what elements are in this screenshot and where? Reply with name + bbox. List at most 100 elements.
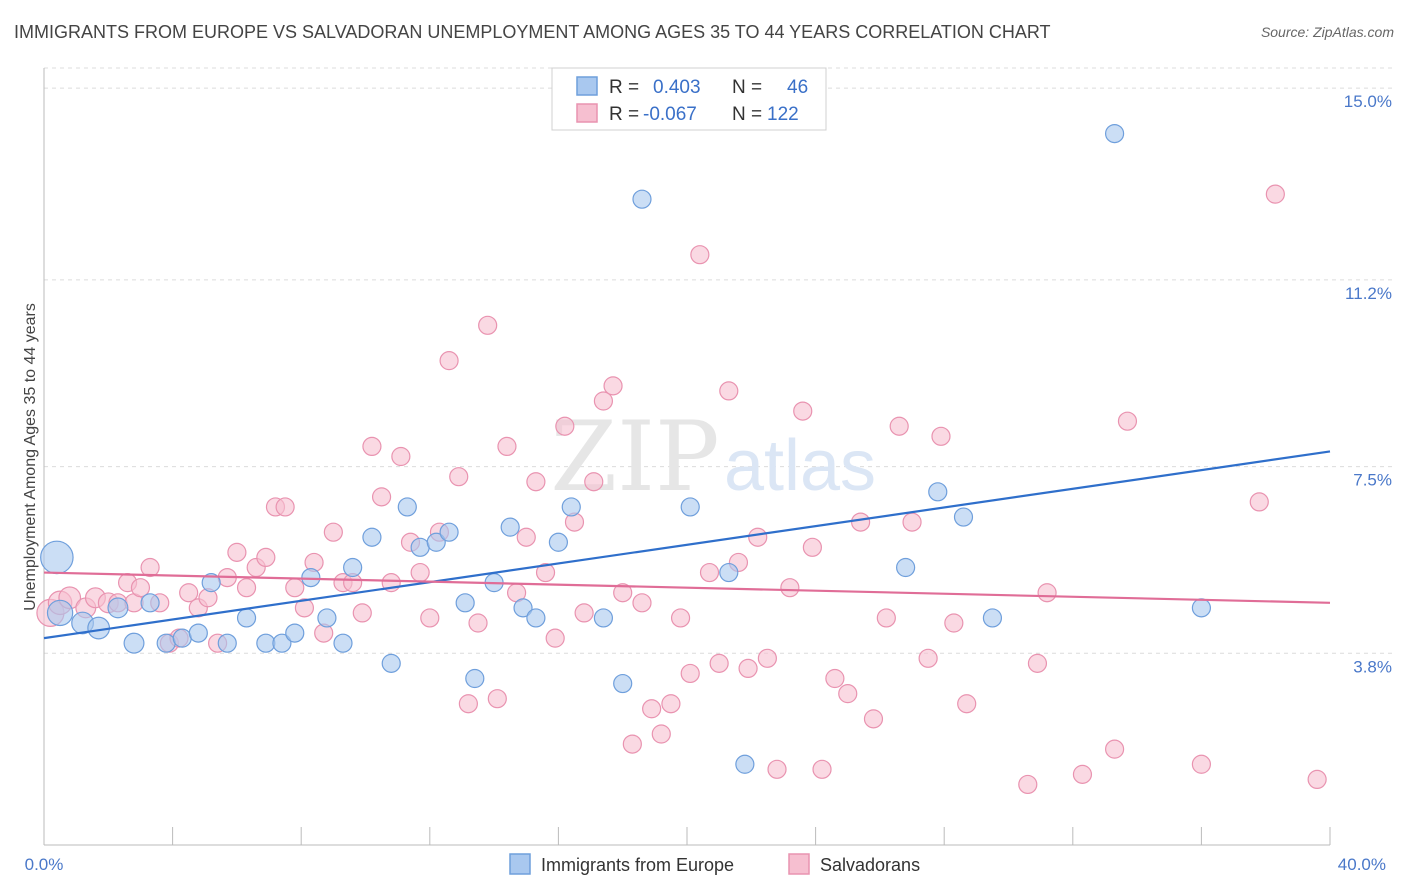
legend-swatch-immigrants-europe — [509, 853, 531, 875]
data-point-pink — [478, 315, 498, 335]
data-point-blue — [317, 608, 337, 628]
source-credit: Source: ZipAtlas.com — [1260, 24, 1394, 40]
y-tick-label: 15.0% — [1344, 92, 1392, 111]
data-point-pink — [391, 446, 411, 467]
data-point-blue — [526, 608, 546, 628]
data-point-pink — [420, 608, 440, 628]
data-point-pink — [371, 487, 392, 507]
data-point-blue — [735, 754, 755, 774]
data-point-pink — [294, 598, 315, 618]
stats-box: R = 0.403 N = 46 R = -0.067 N = 122 — [551, 67, 827, 131]
y-tick-label: 3.8% — [1353, 657, 1392, 676]
data-point-pink — [651, 724, 671, 744]
data-point-pink — [709, 653, 729, 673]
data-point-pink — [738, 658, 758, 679]
data-point-blue — [397, 497, 417, 517]
data-point-pink — [690, 245, 710, 265]
stats-r-value-blue: 0.403 — [653, 77, 701, 98]
data-point-pink — [1307, 769, 1327, 790]
data-point-blue — [256, 633, 276, 653]
data-point-pink — [584, 472, 604, 492]
data-point-pink — [179, 583, 199, 603]
data-point-blue — [548, 532, 569, 552]
data-point-pink — [1104, 739, 1125, 759]
data-point-pink — [863, 709, 884, 729]
data-point-pink — [1249, 492, 1269, 512]
data-point-pink — [780, 578, 800, 598]
x-ticks — [43, 827, 1331, 845]
data-point-pink — [876, 608, 896, 628]
data-point-blue — [513, 598, 533, 618]
data-point-blue — [217, 633, 237, 653]
watermark-zip: ZIP — [550, 401, 719, 513]
data-point-pink — [931, 426, 951, 446]
data-point-blue — [123, 632, 145, 654]
data-point-blue — [1191, 598, 1212, 618]
legend-swatch-salvadorans — [788, 853, 810, 875]
data-point-blue — [40, 540, 74, 575]
data-point-pink — [757, 648, 777, 668]
data-point-pink — [468, 613, 488, 633]
data-point-blue — [896, 557, 916, 578]
trend-line-blue — [43, 450, 1331, 640]
data-point-pink — [275, 497, 295, 517]
data-point-pink — [661, 694, 681, 714]
stats-r-label-pink: R = — [609, 104, 639, 125]
y-axis-title: Unemployment Among Ages 35 to 44 years — [22, 303, 39, 611]
data-point-pink — [1037, 583, 1057, 603]
data-point-blue — [680, 497, 700, 517]
data-point-blue — [333, 633, 353, 653]
data-point-blue — [107, 597, 129, 619]
data-point-pink — [889, 416, 909, 436]
data-point-blue — [439, 522, 459, 542]
y-tick-label: 7.5% — [1353, 471, 1392, 490]
data-point-blue — [613, 673, 633, 694]
data-point-pink — [439, 351, 459, 371]
data-point-pink — [802, 537, 822, 557]
data-point-blue — [561, 497, 581, 517]
data-point-pink — [812, 759, 832, 779]
data-point-blue — [46, 599, 74, 627]
data-point-pink — [526, 472, 546, 492]
data-point-pink — [793, 401, 813, 421]
data-point-pink — [642, 699, 662, 719]
data-point-pink — [410, 562, 430, 583]
data-point-pink — [1191, 754, 1212, 774]
stats-n-label-blue: N = — [732, 77, 762, 98]
data-point-pink — [497, 436, 517, 457]
data-point-blue — [172, 628, 192, 648]
data-point-pink — [487, 689, 507, 709]
data-point-blue — [465, 668, 485, 689]
data-point-pink — [767, 759, 787, 779]
data-point-pink — [130, 578, 151, 598]
data-point-pink — [256, 547, 276, 568]
x-tick-label-min: 0.0% — [25, 855, 64, 874]
watermark-atlas: atlas — [724, 426, 876, 506]
data-point-pink — [699, 562, 720, 583]
data-point-pink — [1265, 184, 1285, 204]
stats-swatch-blue — [576, 76, 598, 96]
data-point-pink — [323, 522, 343, 542]
data-point-pink — [851, 512, 871, 532]
data-point-blue — [1104, 123, 1125, 144]
data-point-pink — [236, 578, 257, 598]
data-point-pink — [140, 557, 160, 578]
data-point-pink — [535, 562, 556, 583]
data-point-pink — [352, 603, 372, 623]
data-point-blue — [236, 608, 257, 628]
trend-lines — [43, 450, 1331, 640]
data-point-pink — [838, 684, 858, 704]
data-point-blue — [140, 593, 160, 613]
data-point-pink — [545, 628, 565, 648]
data-point-pink — [1117, 411, 1138, 431]
data-point-pink — [1027, 653, 1048, 673]
data-point-pink — [458, 694, 478, 714]
x-tick-label-max: 40.0% — [1338, 855, 1386, 874]
data-point-blue — [719, 562, 739, 583]
data-point-pink — [748, 527, 768, 547]
stats-n-value-pink: 122 — [767, 104, 799, 125]
data-point-blue — [953, 507, 974, 527]
data-point-blue — [381, 653, 401, 673]
data-point-blue — [343, 557, 363, 578]
